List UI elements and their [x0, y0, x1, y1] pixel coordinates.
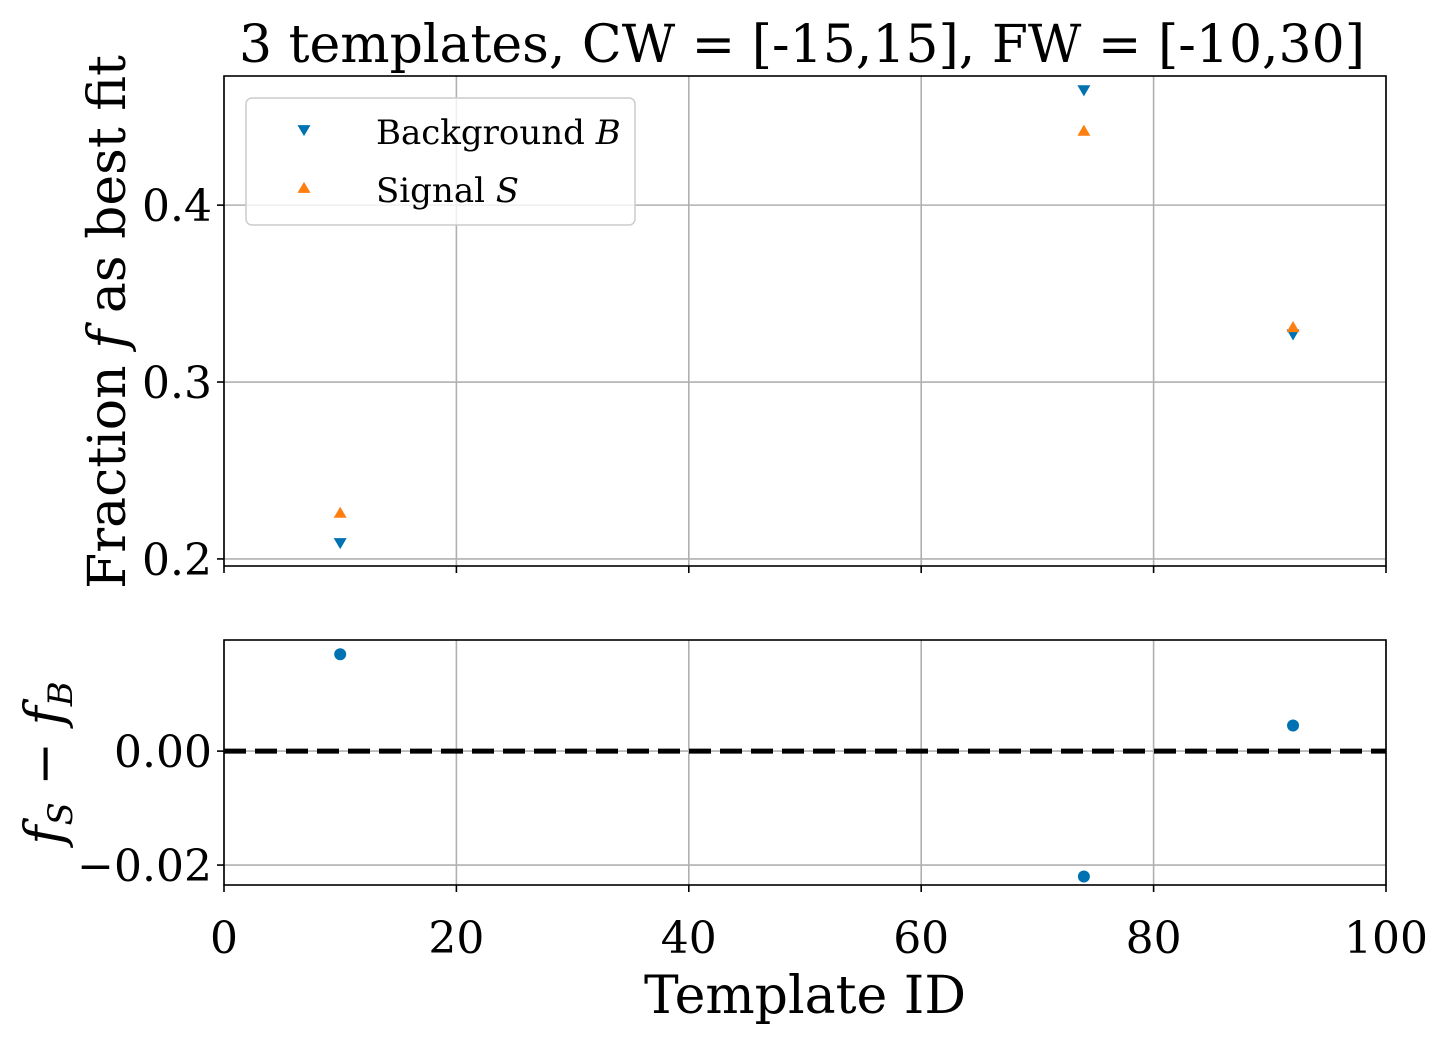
- difference-point: [1287, 719, 1300, 732]
- top-ytick-label: 0.3: [142, 358, 212, 409]
- bottom-panel: 0 20 40 60 80 100 −0.02 0.00: [77, 639, 1428, 964]
- bottom-points: [334, 648, 1300, 883]
- bottom-xtick-label: 100: [1344, 913, 1428, 964]
- legend-signal-label: Signal S: [376, 171, 519, 211]
- bottom-xtick-label: 40: [661, 913, 717, 964]
- legend-entries: Background B Signal S: [297, 113, 621, 211]
- bottom-grid: [223, 640, 1387, 885]
- legend-background-marker: [297, 125, 311, 137]
- legend-label-word: Signal: [376, 171, 496, 211]
- top-ylabel-post: as best fit: [78, 55, 138, 330]
- bottom-ylabel: fS − fB: [15, 681, 81, 848]
- difference-point: [1077, 870, 1090, 883]
- top-points: [333, 85, 1300, 550]
- top-ylabel: Fraction f as best fit: [78, 55, 138, 589]
- signal-point: [333, 506, 347, 518]
- background-point: [1286, 329, 1300, 341]
- legend-signal-marker: [297, 181, 311, 193]
- top-ytick-label: 0.2: [142, 535, 212, 586]
- bottom-ticks: 0 20 40 60 80 100 −0.02 0.00: [77, 727, 1428, 964]
- legend-label-symbol: B: [595, 113, 621, 153]
- signal-point: [1077, 124, 1091, 136]
- bottom-xtick-label: 0: [210, 913, 238, 964]
- signal-point: [1286, 321, 1300, 333]
- bottom-xtick-label: 20: [428, 913, 484, 964]
- bottom-frame: [223, 639, 1387, 886]
- legend-box: [245, 97, 636, 226]
- top-ytick-label: 0.4: [142, 181, 212, 232]
- background-point: [333, 538, 347, 550]
- bottom-xtick-label: 80: [1126, 913, 1182, 964]
- bottom-xlabel: Template ID: [644, 966, 966, 1026]
- bottom-ylabel-sub-b: B: [41, 681, 81, 707]
- legend-label-symbol: S: [496, 171, 519, 211]
- difference-point: [334, 648, 347, 661]
- bottom-ytick-label: −0.02: [77, 841, 212, 892]
- legend-label-word: Background: [376, 113, 596, 153]
- bottom-ylabel-sub-s: S: [41, 802, 81, 825]
- top-panel: 0.2 0.3 0.4: [142, 75, 1387, 586]
- legend: Background B Signal S: [245, 97, 636, 226]
- top-ylabel-pre: Fraction: [78, 349, 138, 589]
- bottom-xtick-label: 60: [893, 913, 949, 964]
- top-ticks: 0.2 0.3 0.4: [142, 181, 1387, 586]
- legend-background-label: Background B: [376, 113, 621, 153]
- bottom-ytick-label: 0.00: [114, 727, 212, 778]
- bottom-ylabel-minus: −: [15, 726, 75, 803]
- background-point: [1077, 85, 1091, 97]
- chart-title: 3 templates, CW = [-15,15], FW = [-10,30…: [239, 15, 1365, 75]
- top-frame: [223, 75, 1387, 567]
